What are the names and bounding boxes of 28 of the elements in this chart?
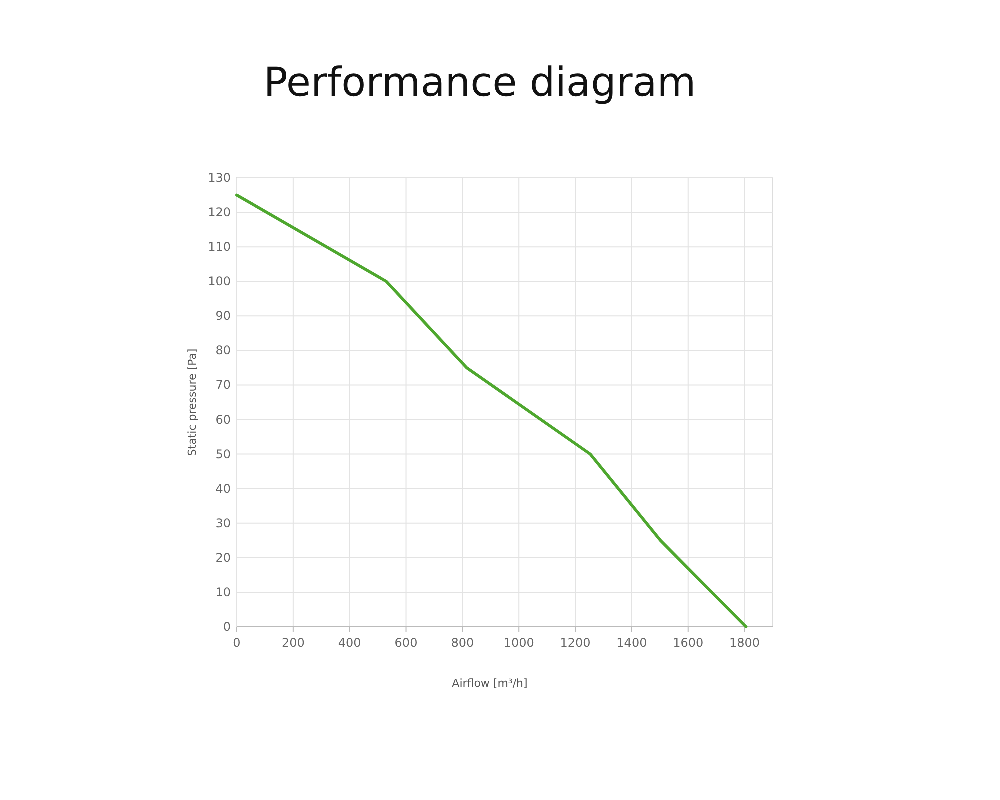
y-tick-label: 20	[216, 550, 231, 565]
y-tick-label: 60	[216, 412, 231, 427]
y-tick-label: 80	[216, 344, 231, 358]
y-tick-label: 120	[208, 206, 231, 220]
y-tick-label: 50	[216, 447, 231, 462]
x-tick-label: 400	[338, 636, 362, 650]
x-axis-title: Airflow [m³/h]	[452, 677, 528, 690]
x-tick-label: 600	[394, 636, 418, 650]
line-series	[236, 194, 748, 628]
x-tick-label: 800	[451, 636, 474, 650]
x-tick-label: 1600	[673, 636, 704, 650]
x-tick-label: 1800	[730, 636, 760, 650]
y-tick-label: 10	[216, 585, 231, 600]
y-tick-label: 0	[223, 620, 231, 634]
x-tick-label: 0	[233, 636, 241, 650]
y-tick-label: 130	[208, 171, 231, 185]
y-tick-label: 100	[208, 274, 231, 289]
y-axis-title: Static pressure [Pa]	[186, 348, 199, 456]
x-tick-label: 1000	[504, 636, 534, 650]
y-tick-label: 70	[216, 378, 231, 392]
x-tick-label: 1400	[616, 636, 648, 650]
x-tick-label: 1200	[560, 636, 591, 650]
y-tick-label: 110	[208, 240, 231, 254]
y-tick-label: 40	[216, 482, 231, 496]
chart-title: Performance diagram	[264, 60, 696, 106]
y-tick-label: 90	[216, 309, 231, 324]
y-tick-label: 30	[216, 516, 231, 530]
x-tick-label: 200	[282, 636, 305, 650]
